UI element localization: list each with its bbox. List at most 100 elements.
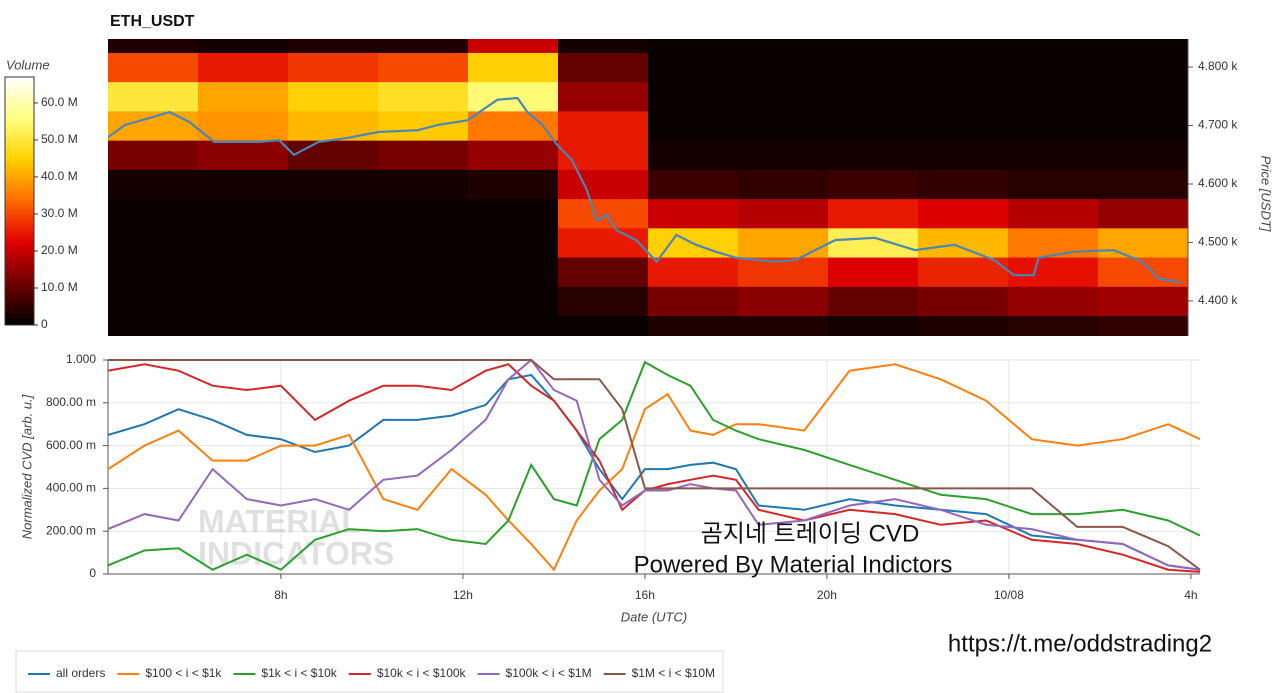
y-axis-label: Normalized CVD [arb. u.] bbox=[19, 394, 34, 539]
heatmap-cell bbox=[288, 227, 379, 258]
y2-tick-label: 4.400 k bbox=[1198, 293, 1238, 307]
series-line bbox=[108, 359, 1201, 571]
heatmap-cell bbox=[1008, 227, 1099, 258]
heatmap-cell bbox=[738, 140, 829, 170]
heatmap-cells bbox=[108, 39, 1188, 336]
heatmap-cell bbox=[198, 286, 289, 317]
heatmap-cell bbox=[288, 198, 379, 229]
heatmap-cell bbox=[738, 110, 829, 141]
heatmap-cell bbox=[558, 110, 649, 141]
heatmap-cell bbox=[198, 52, 289, 83]
heatmap-cell bbox=[918, 110, 1009, 141]
heatmap-cell bbox=[378, 52, 469, 83]
heatmap-cell bbox=[378, 81, 469, 112]
y-tick-label: 400.00 m bbox=[46, 481, 96, 495]
heatmap-cell bbox=[198, 110, 289, 141]
heatmap-cell bbox=[648, 81, 739, 112]
heatmap-cell bbox=[1008, 52, 1099, 83]
heatmap-cell bbox=[918, 315, 1009, 336]
heatmap-cell bbox=[918, 39, 1009, 53]
heatmap-cell bbox=[288, 52, 379, 83]
heatmap-cell bbox=[558, 52, 649, 83]
heatmap-cell bbox=[738, 39, 829, 53]
heatmap-cell bbox=[1098, 52, 1188, 83]
x-tick-label: 16h bbox=[635, 588, 655, 602]
heatmap-cell bbox=[738, 169, 829, 200]
heatmap-cell bbox=[648, 198, 739, 229]
heatmap-cell bbox=[648, 257, 739, 287]
series-line bbox=[107, 358, 1201, 571]
heatmap-cell bbox=[288, 81, 379, 112]
heatmap-cell bbox=[468, 140, 559, 170]
heatmap-cell bbox=[1098, 140, 1188, 170]
legend-label: all orders bbox=[56, 666, 105, 680]
heatmap-cell bbox=[648, 169, 739, 200]
heatmap-cell bbox=[288, 286, 379, 317]
legend-box bbox=[15, 650, 724, 693]
heatmap-cell bbox=[648, 315, 739, 336]
heatmap-cell bbox=[828, 169, 919, 200]
heatmap-cell bbox=[108, 110, 199, 141]
heatmap-cell bbox=[198, 198, 289, 229]
heatmap-cell bbox=[198, 140, 289, 170]
y-tick-label: 1.000 bbox=[66, 352, 96, 366]
annotation: Powered By Material Indictors bbox=[634, 551, 953, 578]
heatmap-cell bbox=[918, 198, 1009, 229]
series-line bbox=[107, 363, 1201, 572]
series-line bbox=[107, 363, 1201, 573]
heatmap-cell bbox=[468, 257, 559, 287]
y2-tick-label: 4.500 k bbox=[1198, 235, 1238, 249]
colorbar-tick-label: 50.0 M bbox=[41, 132, 78, 146]
heatmap-cell bbox=[558, 315, 649, 336]
y-tick-label: 600.00 m bbox=[46, 438, 96, 452]
heatmap-cell bbox=[648, 39, 739, 53]
heatmap-cell bbox=[918, 140, 1009, 170]
heatmap-cell bbox=[288, 110, 379, 141]
heatmap-cell bbox=[1008, 286, 1099, 317]
legend-label: $100 < i < $1k bbox=[145, 666, 222, 680]
x-tick-label: 20h bbox=[817, 588, 837, 602]
heatmap-cell bbox=[1098, 315, 1188, 336]
heatmap-cell bbox=[648, 140, 739, 170]
heatmap-cell bbox=[918, 52, 1009, 83]
price-line bbox=[108, 96, 1182, 284]
y2-tick-label: 4.600 k bbox=[1198, 176, 1238, 190]
heatmap-cell bbox=[1098, 110, 1188, 141]
y-tick-label: 800.00 m bbox=[46, 395, 96, 409]
heatmap-cell bbox=[288, 169, 379, 200]
y2-axis-label: Price [USDT] bbox=[1259, 156, 1274, 232]
heatmap-cell bbox=[828, 286, 919, 317]
heatmap-cell bbox=[468, 81, 559, 112]
heatmap-cell bbox=[1098, 81, 1188, 112]
heatmap-cell bbox=[1008, 110, 1099, 141]
heatmap-cell bbox=[108, 315, 199, 336]
heatmap-cell bbox=[828, 198, 919, 229]
heatmap-cell bbox=[378, 315, 469, 336]
heatmap-cell bbox=[288, 39, 379, 53]
y-tick-label: 0 bbox=[89, 566, 96, 580]
colorbar-tick-label: 60.0 M bbox=[41, 95, 78, 109]
heatmap-cell bbox=[108, 169, 199, 200]
heatmap-cell bbox=[558, 81, 649, 112]
series-line bbox=[107, 360, 1201, 571]
heatmap-cell bbox=[468, 286, 559, 317]
heatmap-cell bbox=[198, 81, 289, 112]
heatmap-cell bbox=[468, 315, 559, 336]
x-axis-label: Date (UTC) bbox=[621, 609, 687, 624]
heatmap-cell bbox=[378, 257, 469, 287]
heatmap-cell bbox=[198, 315, 289, 336]
heatmap-cell bbox=[108, 286, 199, 317]
heatmap-cell bbox=[828, 315, 919, 336]
heatmap-cell bbox=[648, 110, 739, 141]
heatmap-cell bbox=[738, 286, 829, 317]
heatmap-cell bbox=[918, 227, 1009, 258]
heatmap-cell bbox=[1008, 315, 1099, 336]
heatmap-cell bbox=[828, 39, 919, 53]
heatmap-cell bbox=[648, 286, 739, 317]
heatmap-cell bbox=[468, 227, 559, 258]
heatmap-cell bbox=[108, 39, 199, 53]
heatmap-cell bbox=[828, 257, 919, 287]
heatmap-cell bbox=[378, 169, 469, 200]
heatmap-cell bbox=[828, 227, 919, 258]
